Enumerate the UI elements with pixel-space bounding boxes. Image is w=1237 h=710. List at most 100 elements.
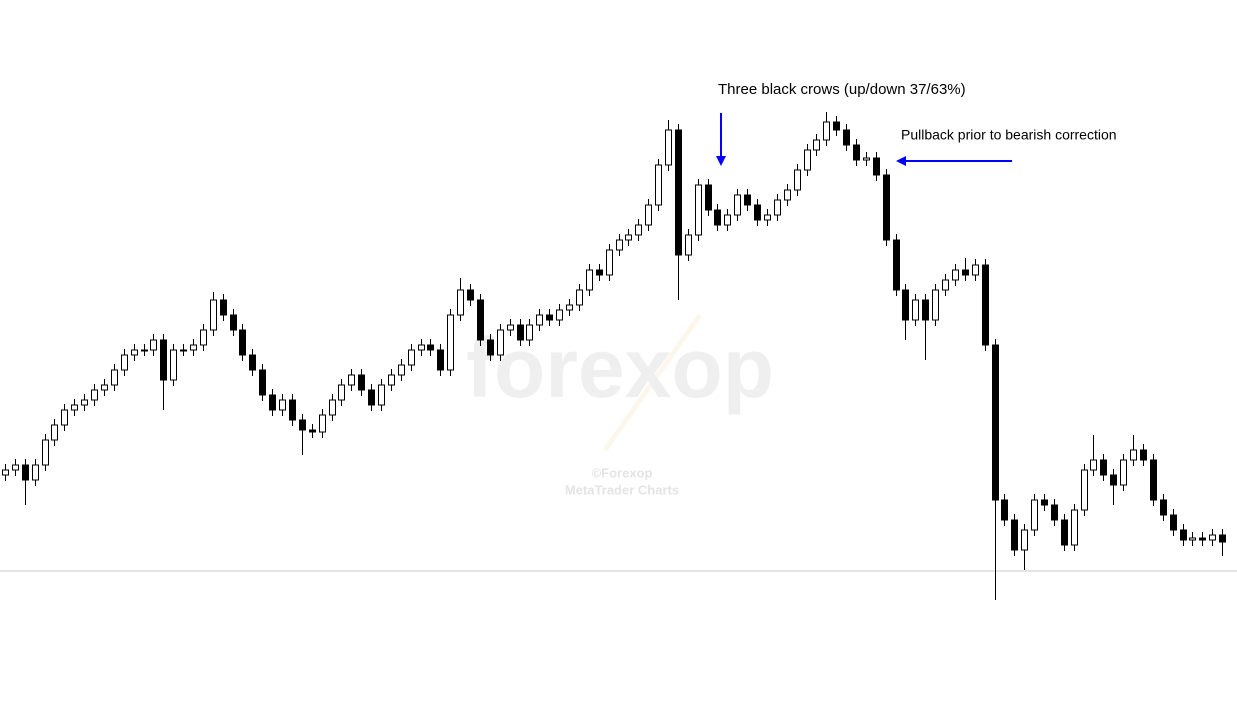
candle-body — [210, 299, 217, 331]
candle-body — [1071, 509, 1078, 546]
candle-body — [774, 199, 781, 216]
candle-body — [794, 169, 801, 191]
candle-body — [289, 399, 296, 421]
candle-body — [804, 149, 811, 171]
candle-body — [467, 289, 474, 301]
candle-body — [160, 339, 167, 381]
candle-body — [764, 214, 771, 221]
candle-body — [1150, 459, 1157, 501]
candle-body — [1001, 499, 1008, 521]
candle-body — [893, 239, 900, 291]
candle-body — [131, 349, 138, 356]
candle-body — [378, 384, 385, 406]
candle-body — [724, 214, 731, 226]
candle-body — [1120, 459, 1127, 486]
candle-body — [1199, 537, 1206, 541]
candle-body — [714, 209, 721, 226]
candle-body — [457, 289, 464, 316]
candle-body — [556, 309, 563, 321]
watermark-caption: MetaTrader Charts — [565, 482, 679, 497]
watermark-logo: forexop — [466, 321, 774, 415]
candle-body — [932, 289, 939, 321]
candle-body — [338, 384, 345, 401]
candle-body — [477, 299, 484, 341]
candle-body — [309, 429, 316, 433]
candle-body — [1140, 449, 1147, 461]
candle-body — [675, 129, 682, 256]
candle-body — [329, 399, 336, 416]
candle-body — [586, 269, 593, 291]
candle-body — [1160, 499, 1167, 516]
candle-body — [230, 314, 237, 331]
candle-body — [754, 204, 761, 221]
candle-body — [368, 389, 375, 406]
candle-body — [536, 314, 543, 326]
candle-body — [111, 369, 118, 386]
candle-body — [101, 384, 108, 391]
candle-body — [437, 349, 444, 371]
candle-body — [1130, 449, 1137, 461]
annotation: Pullback prior to bearish correction — [901, 127, 1117, 143]
candle-body — [388, 374, 395, 386]
candle-body — [566, 304, 573, 311]
watermark-copyright: ©Forexop — [592, 465, 653, 480]
candle-body — [596, 269, 603, 276]
candle-body — [625, 234, 632, 241]
candle-body — [398, 364, 405, 376]
candle-body — [576, 289, 583, 306]
candle-body — [427, 344, 434, 351]
candle-body — [1081, 469, 1088, 511]
candle-body — [902, 289, 909, 321]
candle-body — [655, 164, 662, 206]
candle-body — [1041, 499, 1048, 506]
candle-body — [883, 174, 890, 241]
candle-body — [121, 354, 128, 371]
candle-body — [635, 224, 642, 236]
candle-body — [823, 121, 830, 141]
candle-body — [546, 314, 553, 321]
annotation: Three black crows (up/down 37/63%) — [718, 81, 966, 98]
candle-body — [942, 279, 949, 291]
candle-body — [606, 249, 613, 276]
candle-body — [51, 424, 58, 441]
candle-body — [180, 349, 187, 352]
candle-body — [972, 264, 979, 276]
candle-body — [1011, 519, 1018, 551]
candle-body — [705, 184, 712, 211]
candle-body — [1061, 519, 1068, 546]
candle-body — [200, 329, 207, 346]
candle-body — [952, 269, 959, 281]
candle-body — [734, 194, 741, 216]
candle-body — [150, 339, 157, 351]
candle-body — [1189, 537, 1196, 541]
candle-body — [220, 299, 227, 316]
candle-body — [2, 469, 9, 476]
candle-body — [249, 354, 256, 371]
candle-body — [170, 349, 177, 381]
candle-body — [695, 184, 702, 236]
candle-body — [71, 404, 78, 411]
candle-body — [299, 419, 306, 431]
candle-body — [408, 349, 415, 366]
candle-body — [1051, 504, 1058, 521]
watermark: forexop — [466, 313, 774, 452]
candle-body — [348, 374, 355, 386]
candle-body — [784, 189, 791, 201]
candle-body — [744, 194, 751, 206]
candle-body — [1031, 499, 1038, 531]
candle-body — [526, 324, 533, 341]
candle-body — [982, 264, 989, 346]
candle-body — [853, 144, 860, 161]
candle-body — [645, 204, 652, 226]
candle-body — [685, 234, 692, 256]
candle-body — [863, 157, 870, 161]
candle-body — [992, 344, 999, 501]
candle-body — [813, 139, 820, 151]
candle-body — [962, 269, 969, 276]
candle-body — [22, 464, 29, 481]
candle-body — [517, 324, 524, 341]
candle-body — [843, 129, 850, 146]
candle-body — [497, 329, 504, 356]
